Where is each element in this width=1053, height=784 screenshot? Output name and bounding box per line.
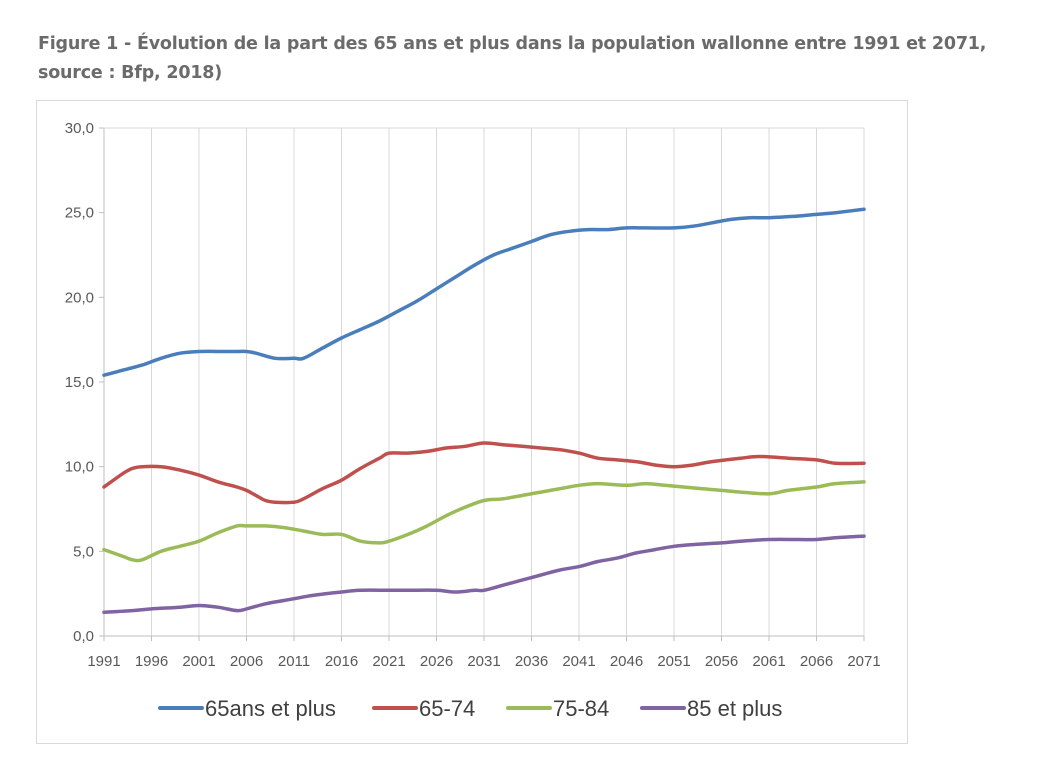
x-tick-label: 2056 <box>705 653 738 670</box>
y-tick-label: 10,0 <box>65 459 94 476</box>
x-tick-label: 2041 <box>562 653 595 670</box>
x-tick-label: 2066 <box>800 653 833 670</box>
x-tick-label: 2016 <box>325 653 358 670</box>
series-line-85-et-plus <box>102 534 866 615</box>
series-line-75-84 <box>102 480 866 563</box>
legend-label-85-et-plus: 85 et plus <box>687 696 782 721</box>
y-axis-ticks: 0,0 5,0 10,0 15,0 20,0 25,0 30,0 <box>65 120 104 645</box>
x-tick-label: 2026 <box>420 653 453 670</box>
x-tick-label: 1996 <box>135 653 168 670</box>
legend-label-75-84: 75-84 <box>553 696 609 721</box>
y-tick-label: 5,0 <box>73 543 94 560</box>
chart-gridlines <box>103 128 865 636</box>
chart-legend: 65ans et plus 65-74 75-84 85 et plus <box>158 696 782 721</box>
x-tick-label: 1991 <box>87 653 120 670</box>
y-tick-label: 15,0 <box>65 374 94 391</box>
chart-series <box>102 207 866 615</box>
series-line-65-74 <box>102 441 866 505</box>
chart-frame <box>36 100 908 744</box>
x-tick-label: 2061 <box>752 653 785 670</box>
series-line-65ans-et-plus <box>102 207 866 377</box>
figure-title: Figure 1 - Évolution de la part des 65 a… <box>38 34 987 83</box>
x-tick-label: 2011 <box>278 653 310 670</box>
x-tick-label: 2051 <box>657 653 690 670</box>
x-tick-label: 2021 <box>372 653 405 670</box>
x-tick-label: 2046 <box>610 653 643 670</box>
y-tick-label: 25,0 <box>65 205 94 222</box>
x-tick-label: 2001 <box>182 653 215 670</box>
x-tick-label: 2071 <box>847 653 880 670</box>
y-tick-label: 20,0 <box>65 289 94 306</box>
x-axis-ticks: 1991 1996 2001 2006 2011 2016 2021 2026 2031 2036… <box>87 636 881 670</box>
x-tick-label: 2031 <box>467 653 500 670</box>
y-tick-label: 0,0 <box>73 628 94 645</box>
legend-label-65-74: 65-74 <box>419 696 475 721</box>
legend-label-65ans-et-plus: 65ans et plus <box>205 696 336 721</box>
y-tick-label: 30,0 <box>65 120 94 137</box>
x-tick-label: 2036 <box>515 653 548 670</box>
x-tick-label: 2006 <box>230 653 263 670</box>
